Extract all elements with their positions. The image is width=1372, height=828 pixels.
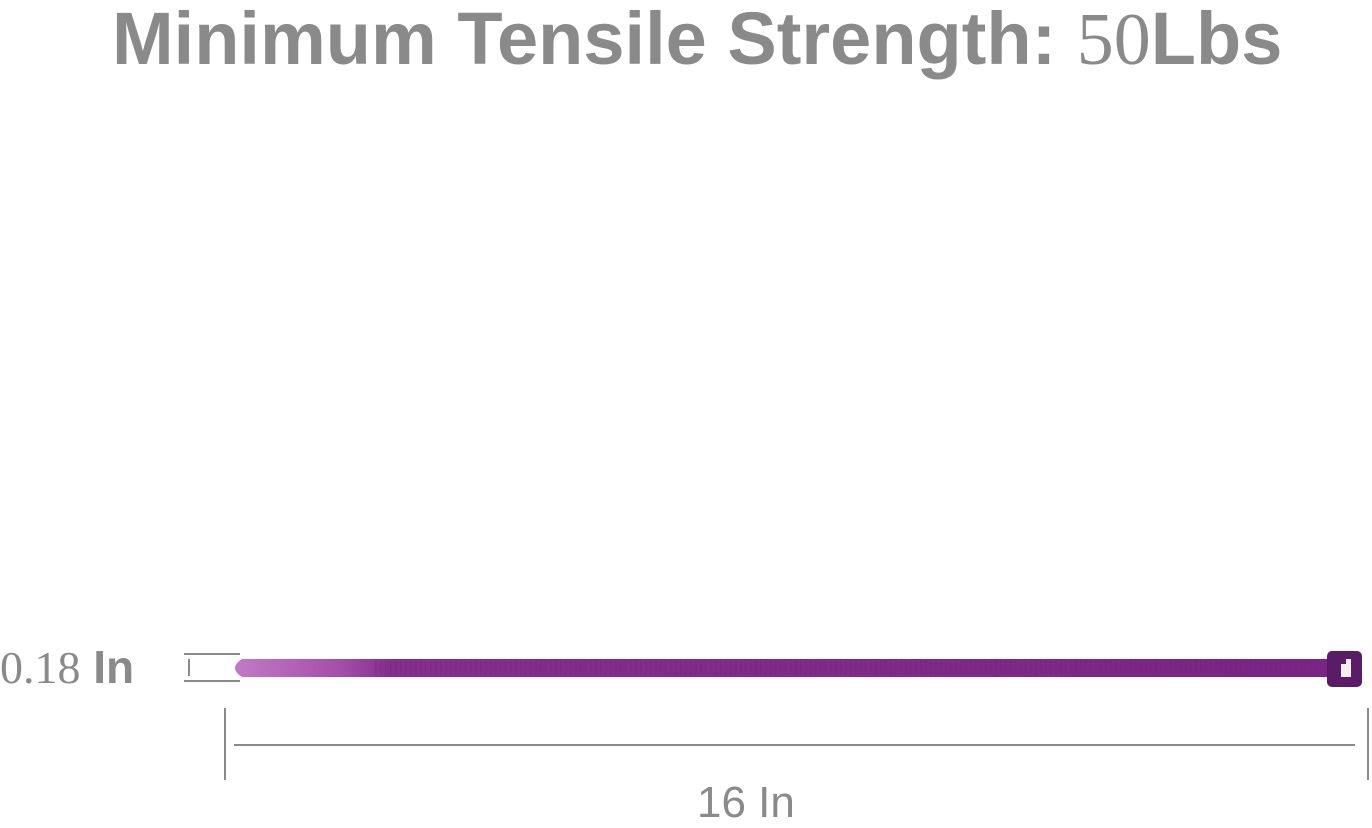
title-unit: Lbs	[1150, 0, 1283, 80]
width-dimension-bracket	[184, 653, 240, 682]
title-label: Minimum Tensile Strength:	[112, 0, 1057, 80]
title-value: 50	[1076, 0, 1151, 81]
width-value: 0.18	[0, 642, 81, 693]
length-dimension-line	[224, 708, 1369, 780]
tensile-strength-title: Minimum Tensile Strength: 50Lbs	[112, 0, 1282, 83]
length-label: 16 In	[697, 778, 795, 827]
cable-tie	[235, 651, 1362, 687]
width-unit: In	[93, 641, 135, 693]
width-label: 0.18 In	[0, 640, 134, 694]
